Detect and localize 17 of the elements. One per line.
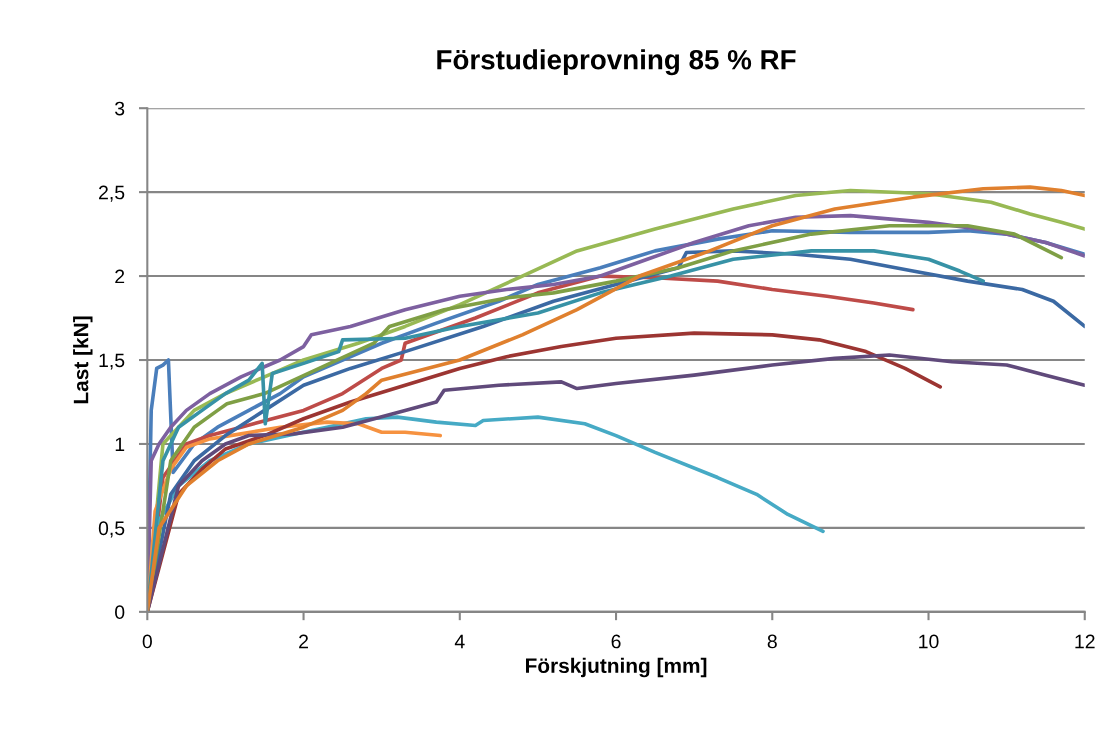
x-axis-title: Förskjutning [mm] (526, 657, 707, 678)
y-tick-label: 0 (115, 605, 125, 620)
y-tick-label: 2 (115, 269, 125, 284)
x-tick-label: 10 (919, 634, 939, 649)
x-tick-label: 0 (142, 634, 152, 649)
x-tick-label: 2 (299, 634, 308, 649)
x-tick-label: 12 (1075, 634, 1095, 649)
y-tick-label: 1,5 (99, 353, 125, 370)
chart-title: Förstudieprovning 85 % RF (437, 49, 796, 76)
y-tick-label: 1 (115, 437, 125, 452)
y-axis-title: Last [kN] (73, 316, 93, 404)
y-tick-label: 2,5 (99, 185, 125, 202)
x-tick-label: 6 (611, 634, 621, 649)
y-tick-label: 3 (115, 101, 125, 116)
x-tick-label: 4 (454, 634, 465, 649)
y-tick-label: 0,5 (98, 521, 125, 538)
x-tick-label: 8 (767, 634, 777, 649)
